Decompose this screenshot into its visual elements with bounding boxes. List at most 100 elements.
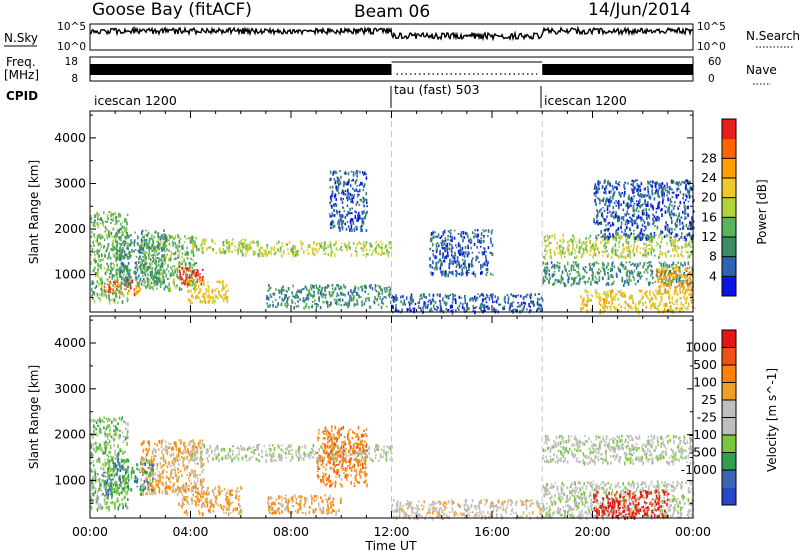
data-cell [627, 309, 629, 313]
data-cell [621, 279, 624, 283]
data-cell [344, 301, 347, 306]
data-cell [116, 295, 118, 298]
data-cell [646, 262, 648, 265]
data-cell [96, 236, 99, 240]
data-cell [342, 183, 345, 188]
data-cell [670, 209, 673, 214]
data-cell [135, 271, 138, 274]
data-cell [480, 232, 483, 236]
data-cell [185, 273, 187, 277]
data-cell [302, 288, 305, 290]
data-cell [119, 267, 121, 272]
data-cell [553, 281, 556, 285]
data-cell [627, 282, 630, 286]
data-cell [284, 293, 286, 297]
data-cell [452, 297, 455, 301]
data-cell [239, 245, 241, 250]
data-cell [108, 297, 110, 301]
data-cell [411, 296, 413, 300]
data-cell [117, 435, 120, 437]
data-cell [120, 460, 123, 463]
data-cell [452, 256, 454, 259]
data-cell [135, 276, 137, 279]
data-cell [617, 227, 620, 231]
data-cell [639, 237, 642, 242]
data-cell [99, 485, 101, 488]
data-cell [145, 233, 148, 237]
data-cell [623, 267, 626, 270]
data-cell [691, 306, 693, 308]
data-cell [278, 296, 281, 299]
data-cell [594, 246, 597, 250]
data-cell [207, 285, 210, 289]
data-cell [218, 291, 220, 296]
data-cell [609, 269, 612, 273]
data-cell [287, 252, 290, 255]
data-cell [387, 294, 390, 297]
data-cell [627, 269, 629, 272]
nsearch-label: N.Search [746, 29, 800, 43]
data-cell [567, 246, 569, 249]
data-cell [352, 178, 354, 182]
data-cell [250, 247, 252, 250]
data-cell [571, 277, 573, 280]
data-cell [548, 235, 551, 239]
data-cell [197, 284, 200, 289]
data-cell [95, 428, 97, 431]
data-cell [123, 282, 125, 286]
data-cell [344, 285, 347, 289]
data-cell [133, 288, 136, 292]
data-cell [635, 208, 637, 212]
data-cell [638, 310, 640, 315]
data-cell [464, 245, 467, 250]
data-cell [147, 281, 149, 285]
data-cell [609, 234, 612, 238]
data-cell [655, 273, 658, 277]
data-cell [645, 277, 648, 281]
data-cell [455, 269, 457, 273]
data-cell [670, 179, 673, 183]
data-cell [338, 228, 341, 231]
data-cell [131, 279, 134, 284]
data-cell [188, 279, 190, 283]
data-cell [615, 211, 617, 215]
data-cell [604, 291, 607, 295]
data-cell [123, 270, 125, 273]
data-cell [175, 285, 177, 290]
power-scatter-cells [90, 111, 695, 315]
data-cell [177, 255, 179, 259]
data-cell [184, 283, 186, 286]
data-cell [621, 295, 624, 298]
data-cell [630, 245, 632, 248]
data-cell [123, 256, 125, 260]
data-cell [512, 294, 514, 298]
data-cell [687, 261, 690, 266]
data-cell [614, 294, 617, 298]
data-cell [594, 289, 597, 293]
data-cell [583, 248, 585, 252]
data-cell [459, 253, 462, 256]
data-cell [105, 496, 107, 499]
data-cell [261, 253, 263, 258]
data-cell [595, 242, 597, 245]
data-cell [633, 243, 635, 248]
data-cell [609, 182, 611, 187]
data-cell [227, 241, 230, 244]
data-cell [473, 295, 476, 300]
data-cell [309, 291, 311, 295]
data-cell [360, 247, 363, 250]
data-cell [104, 292, 106, 297]
data-cell [205, 248, 208, 251]
data-cell [660, 295, 663, 299]
data-cell [343, 172, 346, 175]
data-cell [604, 242, 607, 246]
data-cell [605, 249, 608, 253]
data-cell [459, 250, 462, 254]
data-cell [360, 228, 362, 232]
data-cell [168, 249, 170, 252]
data-cell [628, 278, 630, 283]
data-cell [106, 283, 109, 285]
data-cell [682, 264, 684, 267]
data-cell [507, 297, 510, 302]
data-cell [608, 301, 610, 304]
